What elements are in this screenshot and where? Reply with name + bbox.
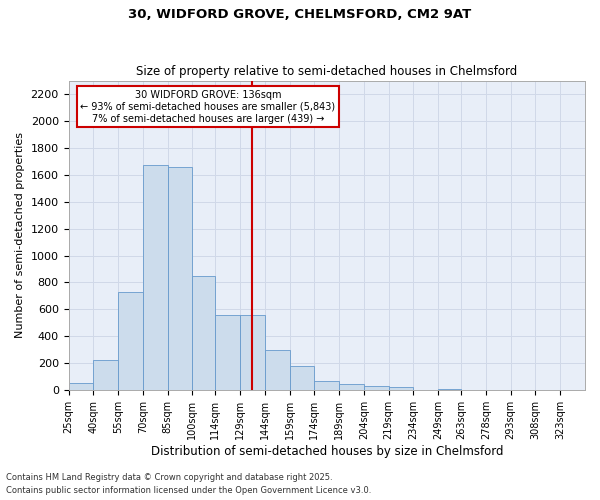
Bar — [364, 386, 389, 390]
Bar — [192, 276, 215, 390]
Bar — [215, 316, 240, 390]
Title: Size of property relative to semi-detached houses in Chelmsford: Size of property relative to semi-detach… — [136, 66, 517, 78]
Bar — [265, 350, 290, 390]
Text: 30 WIDFORD GROVE: 136sqm
← 93% of semi-detached houses are smaller (5,843)
7% of: 30 WIDFORD GROVE: 136sqm ← 93% of semi-d… — [80, 90, 335, 124]
Bar — [93, 360, 118, 390]
Text: Contains HM Land Registry data © Crown copyright and database right 2025.
Contai: Contains HM Land Registry data © Crown c… — [6, 474, 371, 495]
Bar — [143, 165, 167, 390]
Bar — [314, 381, 339, 390]
Bar — [290, 366, 314, 390]
Y-axis label: Number of semi-detached properties: Number of semi-detached properties — [15, 132, 25, 338]
Bar — [240, 316, 265, 390]
Bar — [438, 388, 461, 390]
Bar — [339, 384, 364, 390]
X-axis label: Distribution of semi-detached houses by size in Chelmsford: Distribution of semi-detached houses by … — [151, 444, 503, 458]
Bar — [118, 292, 143, 390]
Text: 30, WIDFORD GROVE, CHELMSFORD, CM2 9AT: 30, WIDFORD GROVE, CHELMSFORD, CM2 9AT — [128, 8, 472, 20]
Bar — [167, 167, 192, 390]
Bar — [68, 383, 93, 390]
Bar — [389, 387, 413, 390]
